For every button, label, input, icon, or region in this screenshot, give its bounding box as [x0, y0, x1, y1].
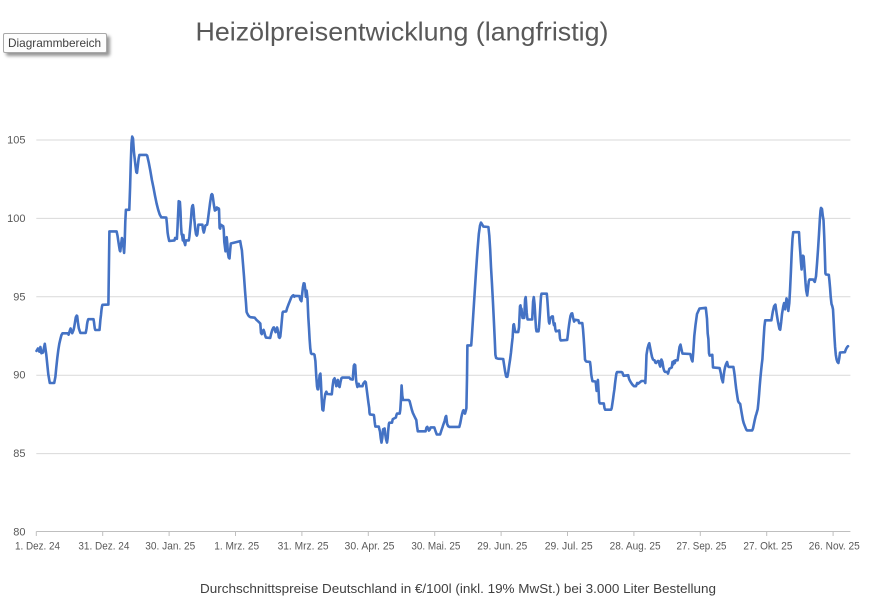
svg-text:80: 80 — [13, 527, 25, 539]
svg-text:90: 90 — [13, 370, 25, 382]
svg-text:31. Dez. 24: 31. Dez. 24 — [78, 541, 129, 553]
svg-text:100: 100 — [7, 213, 25, 225]
svg-text:26. Nov. 25: 26. Nov. 25 — [809, 541, 860, 553]
svg-text:29. Jun. 25: 29. Jun. 25 — [477, 541, 527, 553]
svg-text:31. Mrz. 25: 31. Mrz. 25 — [278, 541, 329, 553]
svg-text:27. Okt. 25: 27. Okt. 25 — [743, 541, 792, 553]
svg-text:28. Aug. 25: 28. Aug. 25 — [610, 541, 661, 553]
svg-text:1. Dez. 24: 1. Dez. 24 — [15, 541, 60, 553]
svg-text:1. Mrz. 25: 1. Mrz. 25 — [214, 541, 259, 553]
svg-text:Heizölpreisentwicklung (langfr: Heizölpreisentwicklung (langfristig) — [196, 17, 609, 47]
svg-text:27. Sep. 25: 27. Sep. 25 — [677, 541, 727, 553]
svg-text:95: 95 — [13, 291, 25, 303]
svg-text:30. Mai. 25: 30. Mai. 25 — [411, 541, 460, 553]
svg-text:105: 105 — [7, 135, 25, 147]
svg-text:29. Jul. 25: 29. Jul. 25 — [545, 541, 593, 553]
svg-text:30. Apr. 25: 30. Apr. 25 — [345, 541, 395, 553]
svg-text:30. Jan. 25: 30. Jan. 25 — [145, 541, 195, 553]
svg-text:85: 85 — [13, 448, 25, 460]
svg-text:Durchschnittspreise Deutschlan: Durchschnittspreise Deutschland in €/100… — [200, 581, 716, 596]
